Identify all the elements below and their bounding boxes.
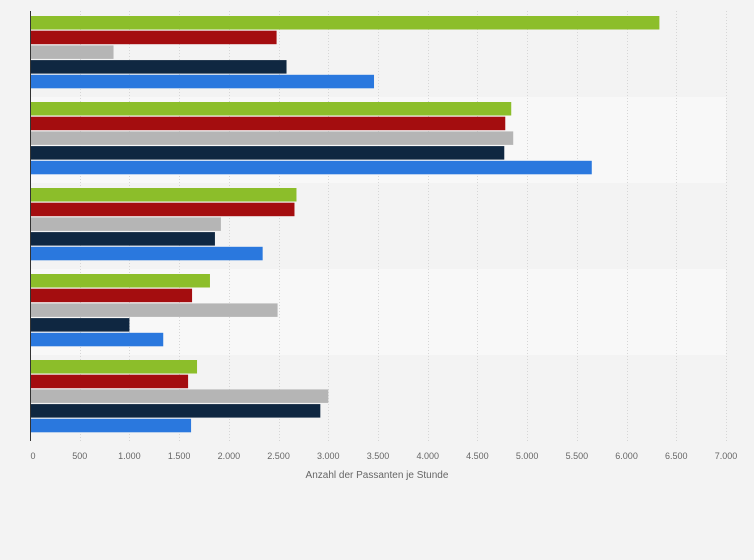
bar: [30, 45, 114, 59]
bar: [30, 318, 130, 332]
x-tick-label: 6.500: [665, 451, 688, 461]
bar: [30, 188, 297, 202]
x-tick-label: 1.000: [118, 451, 141, 461]
bar: [30, 332, 164, 347]
x-tick-label: 5.500: [566, 451, 589, 461]
bar: [30, 131, 514, 145]
bar: [30, 146, 505, 160]
bar: [30, 404, 321, 418]
x-tick-label: 4.500: [466, 451, 489, 461]
x-tick-label: 5.000: [516, 451, 539, 461]
bar: [30, 217, 221, 231]
bar: [30, 202, 295, 217]
x-tick-label: 3.500: [367, 451, 390, 461]
x-tick-label: 500: [72, 451, 87, 461]
x-tick-label: 1.500: [168, 451, 191, 461]
bar: [30, 60, 287, 74]
x-tick-label: 3.000: [317, 451, 340, 461]
bar: [30, 30, 277, 45]
x-tick-label: 2.000: [218, 451, 241, 461]
bar: [30, 288, 193, 303]
x-tick-label: 0: [30, 451, 35, 461]
bar: [30, 116, 506, 131]
bar: [30, 74, 375, 89]
bar: [30, 232, 215, 246]
bar: [30, 16, 660, 30]
bar: [30, 102, 512, 116]
bar: [30, 418, 192, 433]
x-tick-label: 2.500: [267, 451, 290, 461]
bar: [30, 160, 592, 175]
bar: [30, 303, 278, 317]
x-tick-label: 6.000: [615, 451, 638, 461]
x-tick-label: 7.000: [715, 451, 738, 461]
bar: [30, 246, 263, 261]
bars: [30, 16, 660, 433]
x-axis-title: Anzahl der Passanten je Stunde: [306, 470, 449, 481]
x-tick-label: 4.000: [416, 451, 439, 461]
bar: [30, 389, 329, 403]
bar: [30, 360, 198, 374]
x-tick-labels: 0 500 1.000 1.500 2.000 2.500 3.000 3.500 4.000 4…: [30, 451, 737, 461]
bar: [30, 374, 189, 389]
bar: [30, 274, 210, 288]
